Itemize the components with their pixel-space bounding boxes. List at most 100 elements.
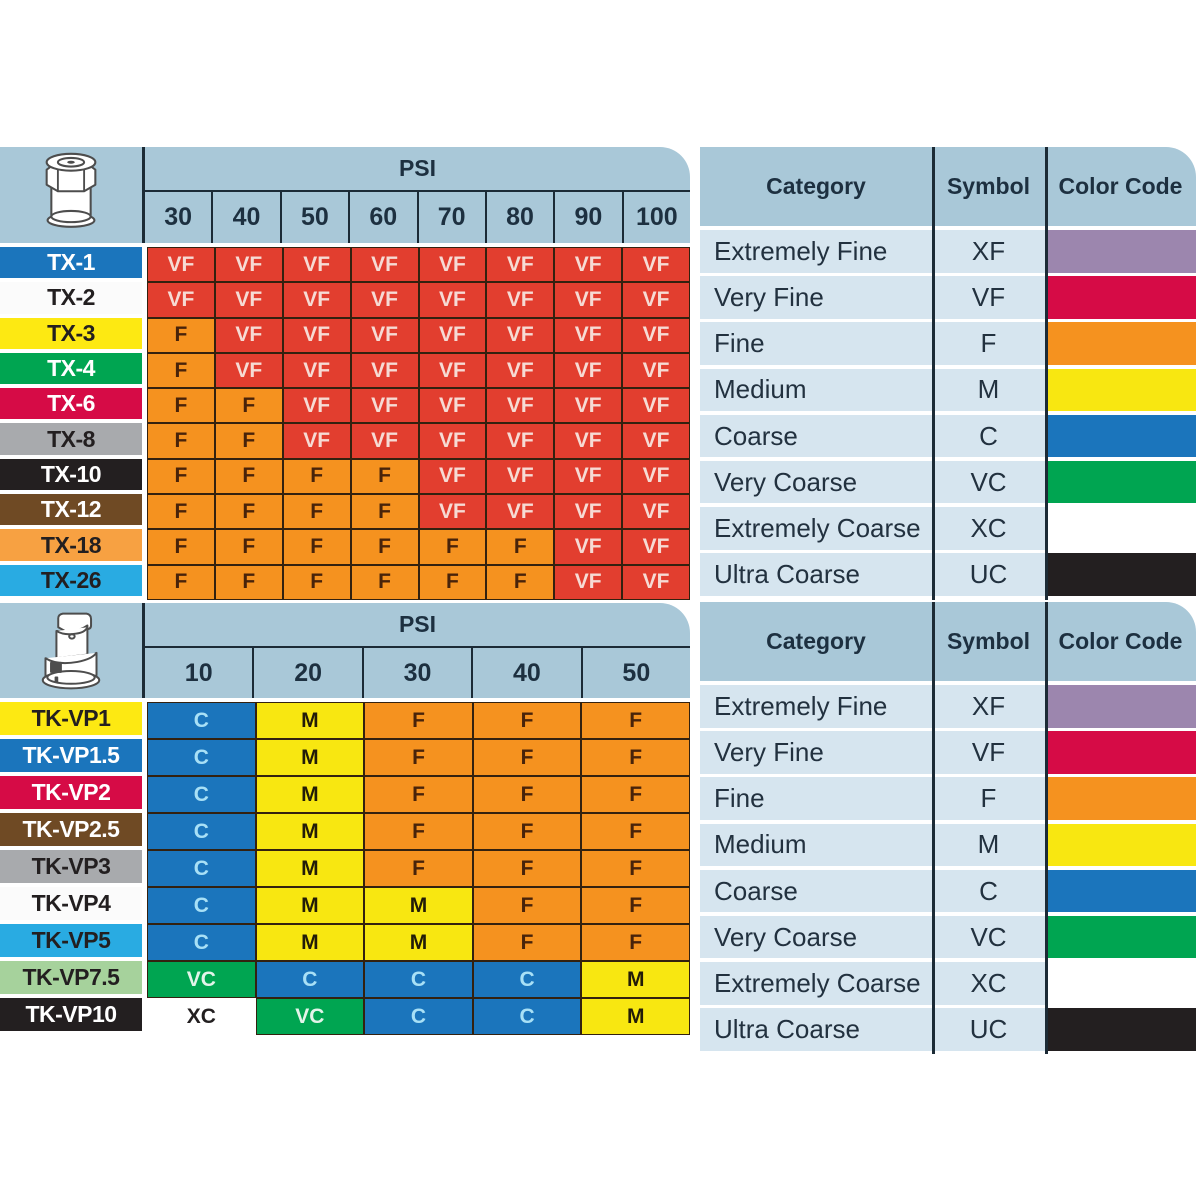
droplet-size-cell: VF: [418, 388, 487, 424]
droplet-size-cell: F: [418, 529, 487, 565]
droplet-size-cell: VF: [282, 423, 351, 459]
symbol-cell: F: [932, 322, 1045, 365]
droplet-size-cell: F: [214, 458, 283, 495]
nozzle-label: TK-VP2.5: [0, 813, 142, 846]
droplet-size-cell: VF: [418, 282, 487, 318]
droplet-size-cell: F: [472, 924, 582, 961]
column-gap: [142, 494, 147, 530]
droplet-size-cell: F: [350, 564, 419, 600]
droplet-size-cell: C: [472, 998, 582, 1035]
droplet-size-cell: VF: [282, 282, 351, 318]
droplet-size-cell: VF: [350, 282, 419, 318]
legend-header-symbol: Symbol: [946, 628, 1031, 654]
droplet-size-cell: VF: [554, 352, 623, 389]
nozzle-row: TK-VP5 C M M F F: [0, 924, 690, 961]
droplet-size-cell: VF: [554, 247, 623, 283]
color-swatch: [1045, 322, 1196, 365]
legend-header-symbol: Symbol: [946, 173, 1031, 199]
psi-column-header: 50: [282, 192, 351, 243]
droplet-size-cell: VF: [554, 423, 623, 459]
droplet-size-cell: F: [364, 702, 473, 739]
droplet-size-cell: VF: [622, 423, 690, 459]
category-cell: Very Coarse: [700, 460, 932, 504]
nozzle-label: TX-2: [0, 282, 142, 314]
psi-column-header: 90: [555, 192, 624, 243]
droplet-size-cell: F: [147, 423, 215, 459]
nozzle-label: TX-26: [0, 564, 142, 596]
column-gap: [142, 739, 147, 776]
category-cell: Extremely Fine: [700, 685, 932, 728]
droplet-size-cell: VF: [350, 423, 419, 459]
color-swatch: [1045, 553, 1196, 596]
legend-divider-line: [932, 147, 935, 600]
column-gap: [142, 702, 147, 739]
droplet-size-cell: VF: [622, 458, 690, 495]
droplet-size-cell: M: [364, 924, 473, 961]
column-gap: [142, 247, 147, 283]
psi-column-header: 40: [213, 192, 282, 243]
legend-row: Fine F: [700, 777, 1196, 820]
droplet-size-cell: VF: [350, 352, 419, 389]
category-cell: Coarse: [700, 414, 932, 458]
droplet-size-cell: VF: [147, 282, 215, 318]
nozzle-row: TX-18 F F F F F F VF VF: [0, 529, 690, 565]
psi-header-group: PSI 30 40 50 60 70 80 90 100: [142, 147, 690, 243]
droplet-size-cell: VF: [147, 247, 215, 283]
legend-header-category: Category: [766, 628, 866, 654]
droplet-size-cell: F: [214, 494, 283, 530]
category-cell: Extremely Fine: [700, 230, 932, 273]
category-cell: Very Fine: [700, 276, 932, 319]
droplet-size-cell: F: [364, 739, 473, 776]
psi-column-header: 80: [487, 192, 556, 243]
droplet-size-cell: VF: [622, 564, 690, 600]
nozzle-label: TX-12: [0, 494, 142, 526]
column-gap: [142, 813, 147, 850]
cone-spray-tip-icon: [0, 147, 142, 243]
droplet-size-cell: F: [350, 529, 419, 565]
droplet-size-cell: M: [255, 776, 365, 813]
color-swatch: [1045, 777, 1196, 820]
droplet-size-cell: M: [255, 850, 365, 887]
legend-rows: Extremely Fine XF Very Fine VF Fine F Medium M C…: [700, 685, 1196, 1051]
psi-column-header: 100: [635, 203, 678, 231]
category-cell: Extremely Coarse: [700, 962, 932, 1005]
legend-row: Ultra Coarse UC: [700, 1008, 1196, 1051]
nozzle-row: TK-VP1.5 C M F F F: [0, 739, 690, 776]
droplet-size-cell: F: [472, 702, 582, 739]
droplet-size-cell: F: [472, 850, 582, 887]
droplet-size-cell: F: [581, 924, 690, 961]
droplet-size-cell: VF: [282, 317, 351, 353]
droplet-size-cell: VF: [622, 352, 690, 389]
category-cell: Fine: [700, 777, 932, 820]
droplet-size-cell: VF: [622, 317, 690, 353]
nozzle-row: TK-VP2.5 C M F F F: [0, 813, 690, 850]
droplet-size-cell: C: [255, 961, 365, 998]
droplet-size-cell: C: [147, 813, 256, 850]
psi-column-header: 20: [254, 648, 364, 698]
droplet-size-cell: VF: [214, 247, 283, 283]
psi-column-header: 50: [622, 658, 651, 687]
droplet-size-cell: F: [282, 529, 351, 565]
droplet-size-cell: VF: [554, 458, 623, 495]
nozzle-row: TK-VP7.5 VC C C C M: [0, 961, 690, 998]
color-swatch: [1045, 414, 1196, 458]
legend-row: Very Fine VF: [700, 731, 1196, 774]
droplet-size-cell: C: [147, 887, 256, 924]
color-swatch: [1045, 1008, 1196, 1051]
symbol-cell: XF: [932, 685, 1045, 728]
category-cell: Very Coarse: [700, 915, 932, 959]
symbol-cell: VC: [932, 460, 1045, 504]
droplet-size-cell: F: [147, 352, 215, 389]
droplet-size-cell: M: [364, 887, 473, 924]
droplet-size-cell: VF: [214, 352, 283, 389]
droplet-size-cell: F: [486, 564, 555, 600]
droplet-size-cell: VF: [418, 494, 487, 530]
psi-columns: 10 20 30 40 50: [145, 648, 690, 698]
color-swatch: [1045, 869, 1196, 913]
legend-row: Fine F: [700, 322, 1196, 365]
legend-rows: Extremely Fine XF Very Fine VF Fine F Medium M C…: [700, 230, 1196, 596]
nozzle-row: TK-VP10 XC VC C C M: [0, 998, 690, 1035]
column-gap: [142, 961, 147, 998]
droplet-size-cell: F: [147, 494, 215, 530]
droplet-size-cell: F: [147, 564, 215, 600]
